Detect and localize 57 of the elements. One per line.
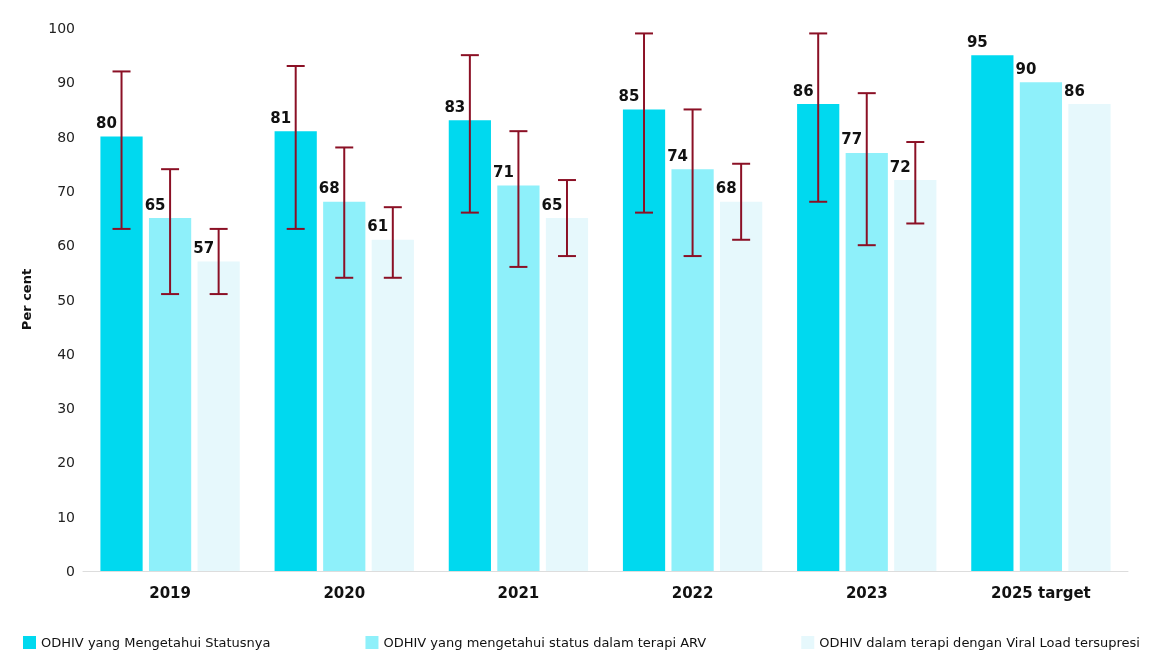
bar bbox=[671, 169, 714, 571]
bar bbox=[797, 104, 840, 571]
bar bbox=[1068, 104, 1111, 571]
bar bbox=[274, 131, 317, 571]
data-label: 80 bbox=[96, 114, 117, 133]
bar bbox=[448, 120, 491, 571]
y-tick-label: 0 bbox=[66, 563, 75, 579]
x-tick-label: 2021 bbox=[497, 583, 540, 602]
data-label: 83 bbox=[444, 97, 466, 116]
x-tick-label: 2019 bbox=[149, 583, 191, 602]
bar bbox=[323, 201, 366, 571]
bar bbox=[371, 239, 414, 571]
y-tick-label: 60 bbox=[57, 237, 75, 254]
data-label: 57 bbox=[193, 238, 215, 257]
bar bbox=[622, 109, 666, 571]
x-tick-label: 2020 bbox=[323, 583, 366, 602]
bar bbox=[148, 218, 192, 571]
y-tick-label: 70 bbox=[57, 182, 75, 199]
data-label: 95 bbox=[966, 32, 988, 51]
data-label: 85 bbox=[618, 86, 640, 105]
y-tick-label: 30 bbox=[57, 400, 75, 417]
data-label: 77 bbox=[841, 130, 863, 149]
legend-label: ODHIV dalam terapi dengan Viral Load tersupresi bbox=[819, 635, 1140, 650]
data-label: 86 bbox=[792, 81, 814, 100]
data-label: 65 bbox=[541, 195, 563, 214]
bar bbox=[845, 152, 888, 571]
bar bbox=[100, 136, 143, 571]
data-label: 81 bbox=[270, 108, 292, 127]
data-label: 86 bbox=[1064, 81, 1085, 100]
bar bbox=[720, 201, 763, 571]
y-tick-label: 20 bbox=[57, 454, 75, 471]
y-tick-label: 40 bbox=[57, 345, 75, 362]
data-label: 68 bbox=[318, 179, 340, 198]
x-tick-label: 2022 bbox=[671, 583, 714, 602]
y-tick-label: 80 bbox=[57, 128, 75, 145]
bar bbox=[497, 185, 540, 571]
legend-label: ODHIV yang Mengetahui Statusnya bbox=[41, 635, 271, 650]
y-axis-title: Per cent bbox=[19, 268, 34, 331]
x-tick-label: 2025 target bbox=[991, 583, 1091, 602]
bar bbox=[197, 261, 240, 571]
data-label: 68 bbox=[715, 179, 737, 198]
y-tick-label: 50 bbox=[57, 291, 75, 308]
bar bbox=[971, 55, 1014, 571]
bar bbox=[894, 180, 937, 571]
data-label: 61 bbox=[367, 217, 389, 236]
y-tick-label: 100 bbox=[48, 20, 75, 36]
x-tick-label: 2023 bbox=[845, 583, 888, 602]
data-label: 71 bbox=[492, 162, 514, 181]
y-tick-label: 90 bbox=[57, 74, 75, 91]
legend-label: ODHIV yang mengetahui status dalam terapi ARV bbox=[383, 635, 707, 650]
y-tick-label: 10 bbox=[57, 508, 75, 525]
bar bbox=[545, 218, 589, 571]
bar bbox=[1019, 82, 1063, 571]
data-label: 74 bbox=[667, 146, 689, 165]
data-label: 90 bbox=[1015, 59, 1037, 78]
data-label: 72 bbox=[889, 157, 911, 176]
data-label: 65 bbox=[144, 195, 166, 214]
